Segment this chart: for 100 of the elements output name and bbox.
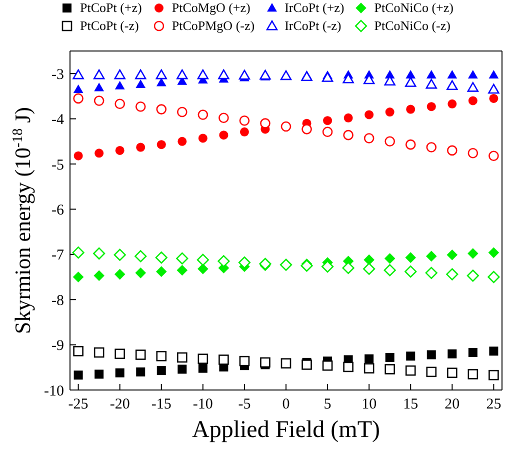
point: [73, 346, 84, 356]
point: [322, 126, 333, 138]
point: [468, 96, 478, 106]
x-tick-label: -25: [68, 396, 88, 413]
x-tick-label: 20: [444, 396, 460, 413]
point: [406, 104, 416, 114]
x-tick-label: -10: [192, 396, 213, 413]
point: [280, 358, 292, 368]
x-tick-label: -5: [238, 396, 251, 413]
point: [72, 69, 84, 80]
y-tick-label: -6: [52, 202, 64, 219]
x-tick-label: 10: [362, 396, 377, 413]
point: [405, 365, 416, 376]
point: [196, 254, 209, 266]
point: [488, 370, 499, 380]
point: [425, 266, 438, 279]
point: [426, 366, 437, 378]
point: [385, 108, 394, 117]
point: [446, 249, 458, 260]
point: [406, 70, 416, 79]
point: [219, 130, 228, 140]
point: [321, 260, 334, 273]
legend-label: PtCoPMgO (-z): [172, 18, 255, 34]
point: [406, 352, 416, 361]
point: [468, 148, 478, 158]
point: [466, 270, 479, 282]
point: [405, 139, 416, 150]
point: [488, 84, 500, 94]
point: [280, 70, 292, 80]
point: [156, 104, 167, 114]
point: [218, 255, 230, 268]
point: [156, 366, 166, 376]
point: [384, 136, 395, 147]
legend-label: PtCoNiCo (+z): [374, 0, 454, 16]
point: [447, 368, 458, 378]
point: [426, 78, 437, 89]
legend-label: IrCoPt (+z): [284, 0, 344, 16]
point: [343, 130, 354, 140]
point: [114, 98, 125, 110]
point: [156, 78, 166, 86]
x-tick-label: -20: [110, 396, 130, 413]
point: [405, 252, 416, 263]
point: [135, 350, 146, 360]
point: [300, 260, 313, 272]
point: [468, 348, 478, 357]
point: [384, 264, 396, 276]
point: [364, 354, 374, 364]
point: [115, 146, 124, 155]
point: [384, 364, 395, 374]
point: [385, 352, 394, 362]
point: [93, 247, 106, 260]
point: [114, 268, 126, 280]
point: [489, 346, 498, 356]
point: [198, 263, 208, 274]
point: [198, 110, 208, 120]
point: [74, 370, 83, 380]
point: [446, 80, 458, 90]
point: [178, 364, 187, 374]
legend-label: PtCoPt (+z): [80, 0, 142, 16]
y-tick-label: -3: [52, 66, 64, 83]
point: [135, 101, 146, 112]
point: [447, 145, 458, 156]
point: [448, 99, 457, 108]
point: [114, 248, 126, 261]
point: [240, 127, 249, 136]
x-tick-label: 0: [282, 396, 290, 413]
point: [155, 252, 168, 264]
point: [238, 70, 250, 80]
point: [364, 133, 374, 144]
x-tick-label: 5: [324, 396, 332, 413]
point: [114, 348, 125, 359]
point: [156, 350, 167, 362]
point: [364, 363, 374, 374]
point: [426, 102, 436, 112]
point: [426, 250, 437, 262]
point: [178, 136, 187, 146]
point: [72, 246, 84, 259]
point: [218, 69, 230, 80]
point: [323, 116, 332, 126]
point: [363, 262, 376, 275]
point: [114, 80, 125, 90]
point: [259, 258, 272, 270]
legend-label: PtCoPt (-z): [80, 18, 139, 34]
point: [218, 354, 229, 365]
point: [405, 77, 416, 87]
point: [136, 367, 146, 376]
point: [280, 258, 292, 271]
y-tick-label: -8: [52, 292, 64, 309]
point: [239, 115, 250, 126]
y-tick-label: -4: [52, 112, 64, 128]
point: [134, 250, 147, 262]
point: [343, 362, 354, 372]
point: [488, 70, 499, 79]
legend-label: PtCoNiCo (-z): [374, 18, 450, 34]
point: [302, 124, 312, 134]
y-tick-label: -7: [52, 248, 64, 264]
point: [135, 69, 146, 80]
y-tick-label: -10: [44, 383, 64, 400]
point: [176, 264, 188, 276]
point: [384, 253, 396, 264]
